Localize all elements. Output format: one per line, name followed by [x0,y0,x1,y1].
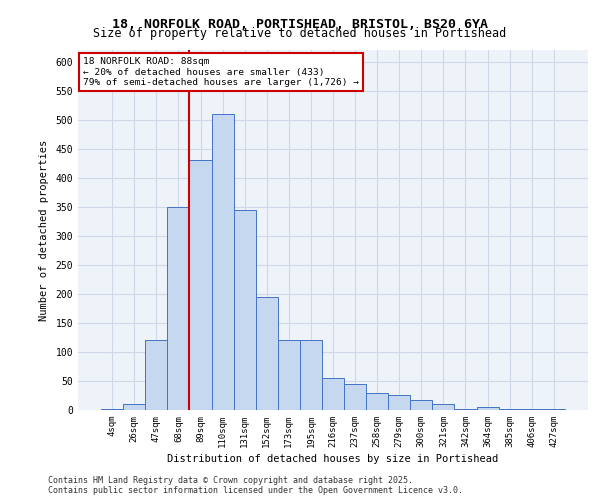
Bar [167,207,190,410]
Text: Size of property relative to detached houses in Portishead: Size of property relative to detached ho… [94,28,506,40]
Bar [322,378,344,410]
Bar [454,409,476,410]
Text: 18 NORFOLK ROAD: 88sqm
← 20% of detached houses are smaller (433)
79% of semi-de: 18 NORFOLK ROAD: 88sqm ← 20% of detached… [83,57,359,87]
Bar [433,404,454,410]
X-axis label: Distribution of detached houses by size in Portishead: Distribution of detached houses by size … [167,454,499,464]
Text: Contains HM Land Registry data © Crown copyright and database right 2025.
Contai: Contains HM Land Registry data © Crown c… [48,476,463,495]
Bar [212,114,233,410]
Bar [101,409,123,410]
Bar [145,340,167,410]
Bar [344,384,366,410]
Bar [388,396,410,410]
Y-axis label: Number of detached properties: Number of detached properties [38,140,49,320]
Bar [300,340,322,410]
Bar [521,409,543,410]
Bar [476,407,499,410]
Bar [410,400,433,410]
Text: 18, NORFOLK ROAD, PORTISHEAD, BRISTOL, BS20 6YA: 18, NORFOLK ROAD, PORTISHEAD, BRISTOL, B… [112,18,488,30]
Bar [499,409,521,410]
Bar [190,160,212,410]
Bar [123,404,145,410]
Bar [233,210,256,410]
Bar [278,340,300,410]
Bar [543,409,565,410]
Bar [256,297,278,410]
Bar [366,392,388,410]
